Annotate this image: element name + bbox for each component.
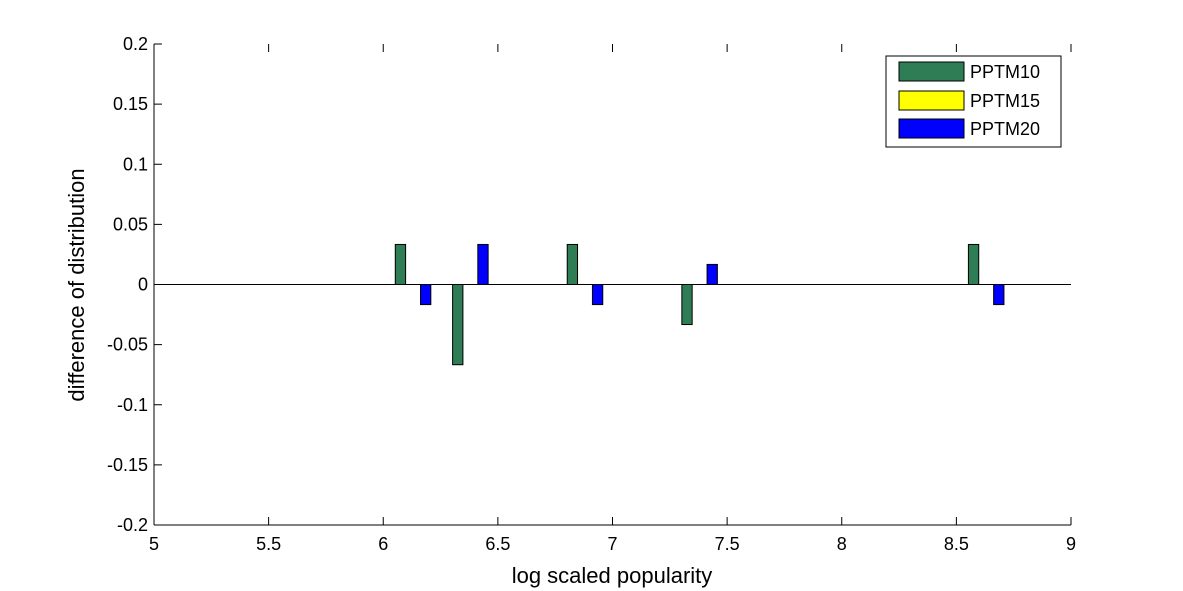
x-tick-label: 9 (1066, 534, 1076, 554)
y-ticks: 0.2 0.15 0.1 0.05 0 -0.05 -0.1 -0.15 -0.2 (107, 34, 162, 535)
bar-pptm20 (477, 243, 489, 286)
y-tick-label: -0.2 (117, 515, 148, 535)
legend: PPTM10 PPTM15 PPTM20 (885, 55, 1062, 148)
x-tick-label: 8 (837, 534, 847, 554)
x-tick-label: 5 (149, 534, 159, 554)
legend-swatch-pptm20 (898, 118, 965, 139)
bar-pptm20 (706, 263, 718, 285)
bar-pptm20 (591, 284, 604, 306)
bar-pptm10 (452, 284, 464, 366)
x-tick-label: 6.5 (485, 534, 510, 554)
y-tick-label: -0.1 (117, 395, 148, 415)
legend-swatch-pptm15 (898, 90, 965, 111)
y-tick-label: -0.15 (107, 455, 148, 475)
y-tick-label: 0 (138, 275, 148, 295)
y-tick-label: 0.1 (123, 154, 148, 174)
bar-pptm10 (967, 243, 980, 286)
y-tick-label: 0.2 (123, 34, 148, 54)
legend-label-pptm20: PPTM20 (970, 119, 1040, 139)
x-tick-label: 5.5 (256, 534, 281, 554)
legend-label-pptm15: PPTM15 (970, 91, 1040, 111)
legend-label-pptm10: PPTM10 (970, 62, 1040, 82)
bar-pptm20 (993, 284, 1005, 306)
y-tick-label: -0.05 (107, 335, 148, 355)
x-tick-label: 8.5 (944, 534, 969, 554)
x-tick-label: 6 (378, 534, 388, 554)
bar-pptm10 (566, 243, 579, 286)
bar-pptm10 (394, 243, 407, 286)
x-tick-label: 7.5 (715, 534, 740, 554)
bar-pptm10 (681, 284, 693, 326)
x-tick-label: 7 (607, 534, 617, 554)
legend-swatch-pptm10 (898, 61, 965, 82)
x-ticks: 5 5.5 6 6.5 7 7.5 8 8.5 9 (149, 44, 1076, 554)
x-axis-title: log scaled popularity (512, 563, 713, 588)
y-tick-label: 0.15 (113, 94, 148, 114)
bar-pptm20 (420, 284, 432, 306)
y-tick-label: 0.05 (113, 214, 148, 234)
y-axis-title: difference of distribution (64, 168, 89, 401)
